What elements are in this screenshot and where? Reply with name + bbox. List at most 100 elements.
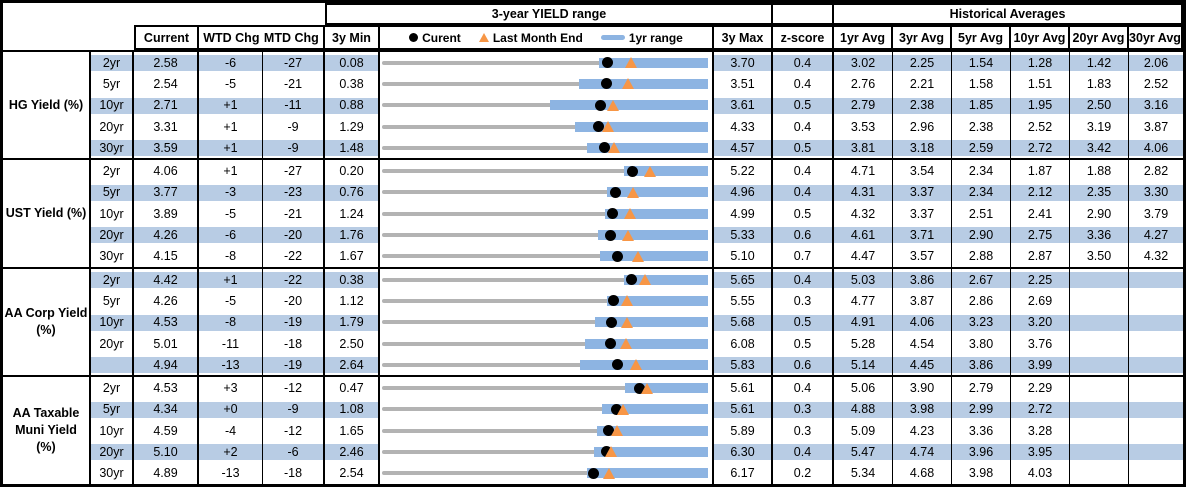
yield-section: AA Corp Yield (%) 2yr 4.42 +1 -22 0.38 5.65 0.4… [3, 266, 1183, 376]
three-year-track [382, 190, 708, 195]
max-3y-cell: 4.57 [714, 137, 773, 159]
column-header-3yr-avg: 3yr Avg [891, 25, 952, 50]
one-year-range-bar [578, 78, 708, 89]
current-marker-icon [595, 99, 607, 111]
zscore-cell: 0.4 [773, 377, 834, 399]
avg-5yr-cell: 2.38 [952, 115, 1011, 138]
mtd-chg-cell: -19 [263, 354, 325, 376]
last-month-end-marker-icon [616, 403, 629, 415]
avg-30yr-cell [1129, 332, 1183, 355]
min-3y-cell: 1.29 [325, 115, 380, 138]
avg-20yr-cell [1070, 354, 1129, 376]
avg-30yr-cell: 3.79 [1129, 203, 1183, 225]
legend-1yr-range-label: 1yr range [628, 30, 683, 45]
one-year-range-bar [607, 187, 708, 198]
tenor-cell: 2yr [91, 160, 134, 182]
one-year-range-bar [624, 383, 708, 394]
three-year-track [382, 233, 708, 238]
avg-5yr-cell: 2.34 [952, 181, 1011, 204]
mtd-chg-cell: -9 [263, 115, 325, 138]
max-3y-cell: 5.83 [714, 354, 773, 376]
zscore-cell: 0.4 [773, 115, 834, 138]
min-3y-cell: 0.76 [325, 181, 380, 204]
avg-10yr-cell: 2.52 [1011, 115, 1070, 138]
wtd-chg-cell: +3 [199, 377, 263, 399]
range-chart-cell [380, 115, 714, 138]
avg-20yr-cell: 2.90 [1070, 203, 1129, 225]
last-month-end-marker-icon [604, 446, 617, 458]
max-3y-cell: 5.61 [714, 398, 773, 421]
avg-3yr-cell: 4.68 [893, 462, 952, 484]
avg-20yr-cell [1070, 332, 1129, 355]
zscore-cell: 0.5 [773, 332, 834, 355]
wtd-chg-cell: -13 [199, 462, 263, 484]
avg-10yr-cell: 2.25 [1011, 268, 1070, 291]
wtd-chg-cell: -6 [199, 224, 263, 246]
current-marker-icon [610, 186, 622, 198]
avg-20yr-cell: 3.50 [1070, 245, 1129, 267]
current-marker-icon [599, 142, 611, 154]
mtd-chg-cell: -18 [263, 462, 325, 484]
avg-30yr-cell [1129, 441, 1183, 463]
current-cell: 3.59 [134, 137, 199, 159]
avg-10yr-cell: 3.28 [1011, 420, 1070, 442]
min-3y-cell: 2.46 [325, 441, 380, 463]
avg-1yr-cell: 4.61 [834, 224, 893, 246]
mtd-chg-cell: -9 [263, 137, 325, 159]
avg-20yr-cell [1070, 420, 1129, 442]
last-month-end-marker-icon [620, 338, 633, 349]
avg-3yr-cell: 2.96 [893, 115, 952, 138]
min-3y-cell: 0.88 [325, 94, 380, 116]
tenor-cell: 10yr [91, 311, 134, 333]
min-3y-cell: 0.38 [325, 73, 380, 95]
avg-10yr-cell: 2.41 [1011, 203, 1070, 225]
avg-1yr-cell: 3.81 [834, 137, 893, 159]
avg-5yr-cell: 3.86 [952, 354, 1011, 376]
mtd-chg-cell: -20 [263, 224, 325, 246]
three-year-track [382, 386, 708, 391]
avg-30yr-cell [1129, 311, 1183, 333]
three-year-track [382, 60, 708, 65]
last-month-end-marker-icon [607, 99, 620, 111]
avg-1yr-cell: 5.03 [834, 268, 893, 291]
avg-5yr-cell: 1.54 [952, 52, 1011, 74]
min-3y-cell: 2.54 [325, 462, 380, 484]
avg-3yr-cell: 3.57 [893, 245, 952, 267]
header-top-left-spacer [3, 3, 325, 25]
avg-5yr-cell: 2.59 [952, 137, 1011, 159]
tenor-cell: 20yr [91, 332, 134, 355]
tenor-cell: 30yr [91, 137, 134, 159]
avg-10yr-cell: 4.03 [1011, 462, 1070, 484]
three-year-track [382, 145, 708, 150]
group-label: AA Corp Yield (%) [3, 268, 91, 376]
avg-10yr-cell: 3.95 [1011, 441, 1070, 463]
yield-section: HG Yield (%) 2yr 2.58 -6 -27 0.08 3.70 0.4 3.02 2… [3, 52, 1183, 159]
min-3y-cell: 1.12 [325, 290, 380, 312]
avg-30yr-cell: 2.52 [1129, 73, 1183, 95]
column-header-30yr-avg: 30yr Avg [1127, 25, 1183, 50]
tenor-cell: 30yr [91, 462, 134, 484]
current-cell: 4.53 [134, 311, 199, 333]
historical-averages-title: Historical Averages [832, 3, 1183, 25]
range-chart-cell [380, 268, 714, 291]
avg-5yr-cell: 2.34 [952, 160, 1011, 182]
column-header-3y-min: 3y Min [323, 25, 380, 50]
current-marker-icon [612, 250, 624, 262]
avg-20yr-cell: 1.88 [1070, 160, 1129, 182]
wtd-chg-cell: -13 [199, 354, 263, 376]
last-month-end-marker-icon [643, 165, 656, 177]
avg-3yr-cell: 3.37 [893, 181, 952, 204]
three-year-track [382, 471, 708, 476]
range-chart-cell [380, 94, 714, 116]
tenor-cell: 10yr [91, 420, 134, 442]
range-chart-cell [380, 52, 714, 74]
mtd-chg-cell: -21 [263, 73, 325, 95]
avg-5yr-cell: 2.86 [952, 290, 1011, 312]
zscore-cell: 0.2 [773, 462, 834, 484]
min-3y-cell: 0.20 [325, 160, 380, 182]
current-cell: 4.06 [134, 160, 199, 182]
mtd-chg-cell: -22 [263, 245, 325, 267]
yield-section: UST Yield (%) 2yr 4.06 +1 -27 0.20 5.22 0.4 4.71… [3, 158, 1183, 267]
avg-20yr-cell: 3.19 [1070, 115, 1129, 138]
